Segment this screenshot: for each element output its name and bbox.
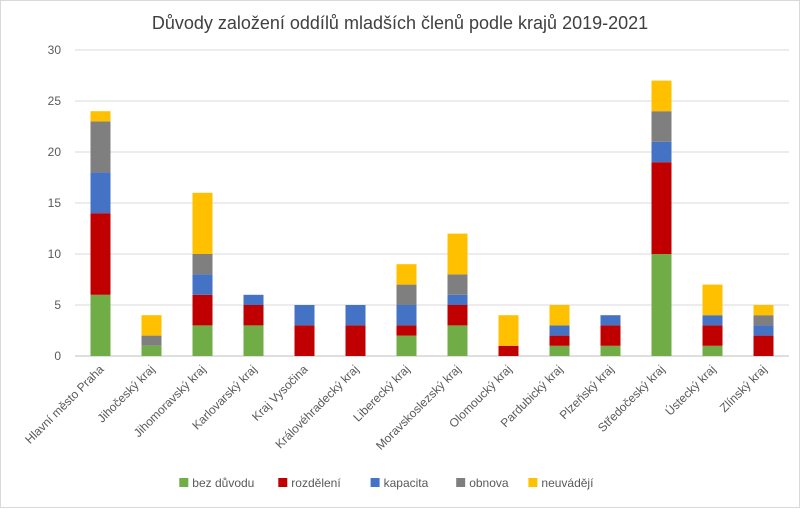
bar-segment [243, 305, 264, 326]
y-tick-label: 5 [54, 298, 61, 312]
bar-segment [141, 335, 162, 346]
bar-segment [702, 325, 723, 346]
x-category-label: Moravskoslezský kraj [373, 362, 464, 453]
legend-swatch [179, 478, 189, 487]
bar-segment [90, 172, 111, 214]
bar-segment [447, 325, 468, 356]
gridlines [75, 49, 789, 357]
bar-segment [600, 345, 621, 356]
bar-segment [447, 305, 468, 326]
bar-segment [90, 294, 111, 356]
y-tick-label: 0 [54, 349, 61, 363]
legend: bez důvodu rozdělení kapacita obnova neuvádě… [179, 476, 594, 490]
bars [90, 80, 774, 356]
bar-segment [498, 315, 519, 346]
bar-segment [753, 315, 774, 326]
y-axis: 0 5 10 15 20 25 30 [48, 43, 62, 363]
bar-segment [600, 315, 621, 326]
bar-segment [498, 345, 519, 356]
y-tick-label: 20 [48, 145, 62, 159]
legend-swatch [528, 478, 538, 487]
bar-segment [294, 325, 315, 356]
bar-segment [396, 325, 417, 336]
bar-segment [243, 325, 264, 356]
bar-segment [192, 325, 213, 356]
bar-segment [753, 335, 774, 356]
legend-swatch [278, 478, 288, 487]
x-category-label: Královéhradecký kraj [272, 362, 361, 451]
bar-segment [294, 305, 315, 326]
bar-segment [447, 294, 468, 305]
legend-label: obnova [469, 476, 509, 490]
bar-segment [702, 284, 723, 316]
x-category-label: Ústecký kraj [662, 362, 719, 419]
bar-segment [600, 325, 621, 346]
bar-segment [141, 345, 162, 356]
bar-segment [549, 325, 570, 336]
bar-segment [192, 294, 213, 326]
y-tick-label: 30 [48, 43, 62, 57]
legend-swatch [456, 478, 466, 487]
bar-segment [396, 335, 417, 356]
legend-label: kapacita [384, 476, 429, 490]
bar-segment [753, 325, 774, 336]
y-tick-label: 15 [48, 196, 62, 210]
bar-segment [192, 192, 213, 254]
x-category-label: Zlínský kraj [717, 362, 770, 415]
bar-segment [141, 315, 162, 336]
bar-segment [549, 345, 570, 356]
bar-segment [192, 254, 213, 275]
legend-swatch [370, 478, 380, 487]
bar-segment [702, 315, 723, 326]
bar-segment [549, 305, 570, 326]
bar-segment [90, 121, 111, 173]
bar-segment [651, 80, 672, 112]
bar-segment [702, 345, 723, 356]
bar-segment [651, 141, 672, 163]
y-tick-label: 10 [48, 247, 62, 261]
chart-title: Důvody založení oddílů mladších členů po… [152, 13, 648, 33]
bar-segment [90, 111, 111, 122]
bar-segment [396, 305, 417, 326]
legend-label: bez důvodu [192, 476, 254, 490]
bar-segment [243, 294, 264, 305]
legend-label: rozdělení [291, 476, 341, 490]
bar-segment [447, 274, 468, 295]
bar-segment [549, 335, 570, 346]
y-tick-label: 25 [48, 94, 62, 108]
bar-segment [651, 162, 672, 254]
bar-segment [753, 305, 774, 316]
bar-segment [396, 284, 417, 305]
bar-segment [345, 305, 366, 326]
bar-segment [651, 254, 672, 356]
bar-segment [90, 213, 111, 295]
x-category-label: Hlavní město Praha [22, 362, 107, 447]
legend-label: neuvádějí [541, 476, 594, 490]
bar-segment [651, 111, 672, 142]
bar-segment [396, 264, 417, 285]
bar-segment [345, 325, 366, 356]
bar-segment [447, 233, 468, 275]
bar-segment [192, 274, 213, 295]
